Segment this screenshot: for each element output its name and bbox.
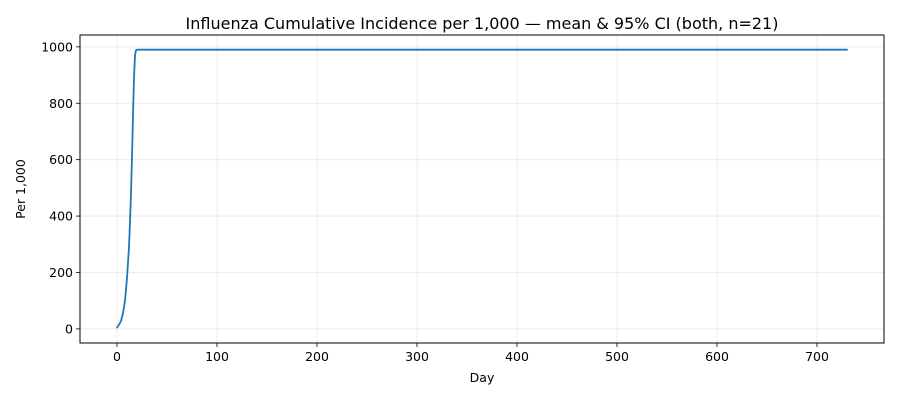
y-tick-label: 0: [65, 321, 73, 336]
x-axis-label: Day: [470, 370, 495, 385]
x-tick-label: 0: [113, 349, 121, 364]
y-tick-label: 800: [49, 96, 73, 111]
y-axis-label: Per 1,000: [13, 159, 28, 219]
x-tick-label: 600: [705, 349, 729, 364]
chart-title: Influenza Cumulative Incidence per 1,000…: [186, 14, 779, 33]
x-tick-label: 300: [405, 349, 429, 364]
y-tick-label: 400: [49, 209, 73, 224]
data-layer: [116, 48, 848, 329]
x-tick-label: 700: [805, 349, 829, 364]
y-tick-label: 1000: [41, 39, 73, 54]
plot-frame: [79, 34, 885, 344]
x-tick-label: 100: [205, 349, 229, 364]
x-tick-label: 400: [505, 349, 529, 364]
y-tick-label: 200: [49, 265, 73, 280]
tick-layer: 0 100 200 300 400 500 600 700 0 200 400 600 800 1000: [41, 39, 829, 364]
series-line: [116, 48, 848, 329]
grid-layer: [80, 35, 884, 343]
x-tick-label: 200: [305, 349, 329, 364]
y-tick-label: 600: [49, 152, 73, 167]
x-tick-label: 500: [605, 349, 629, 364]
